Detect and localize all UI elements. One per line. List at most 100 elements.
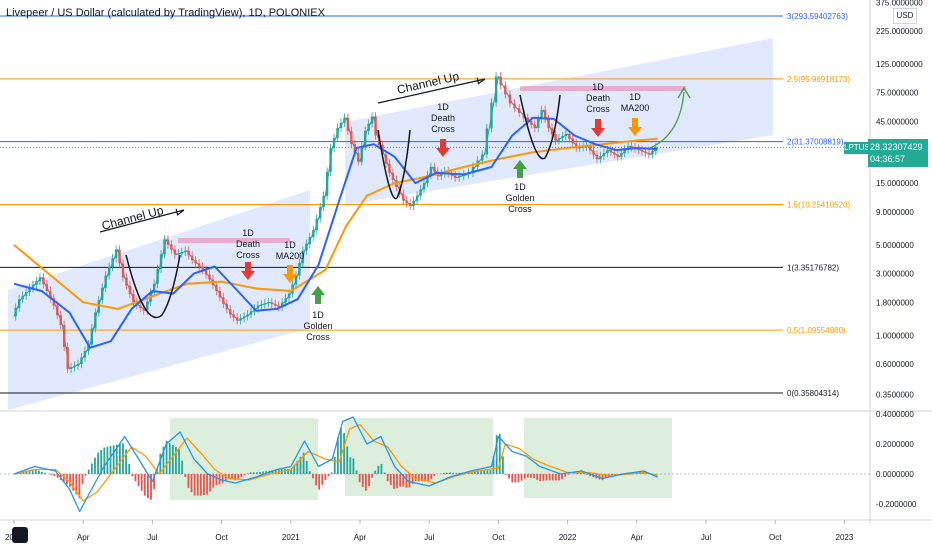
macd-hist-bar xyxy=(362,474,364,487)
candle-body xyxy=(641,150,643,151)
candle-body xyxy=(15,308,17,317)
golden-cross-arrow-1-shaft xyxy=(315,295,321,304)
macd-hist-bar xyxy=(393,474,395,489)
candle-body xyxy=(295,275,297,284)
candle-body xyxy=(260,304,262,305)
golden-cross-arrow-2-shaft xyxy=(517,169,523,178)
x-tick-label: Jul xyxy=(701,533,711,542)
candle-body xyxy=(572,139,574,144)
candle-body xyxy=(504,85,506,94)
candle-body xyxy=(606,150,608,153)
macd-hist-bar xyxy=(359,474,361,482)
macd-hist-bar xyxy=(356,470,358,474)
macd-tick-label: -0.2000000 xyxy=(876,500,917,509)
macd-hist-bar xyxy=(586,474,588,475)
macd-hist-bar xyxy=(349,457,351,474)
bar-countdown: 04:36:57 xyxy=(870,153,926,165)
candle-body xyxy=(226,304,228,309)
last-price-badge: 28.32307429 04:36:57 xyxy=(868,139,928,167)
price-tick-label: 45.0000000 xyxy=(876,117,919,126)
price-tick-label: 0.6000000 xyxy=(876,360,914,369)
macd-hist-bar xyxy=(91,464,93,475)
x-tick-label: Jul xyxy=(147,533,157,542)
macd-hist-bar xyxy=(480,471,482,474)
candle-body xyxy=(490,102,492,128)
macd-hist-bar xyxy=(539,474,541,481)
macd-hist-bar xyxy=(390,474,392,485)
candle-body xyxy=(125,277,127,285)
macd-hist-bar xyxy=(499,434,501,474)
candle-body xyxy=(236,317,238,320)
candle-body xyxy=(371,117,373,124)
candle-body xyxy=(402,194,404,201)
macd-hist-bar xyxy=(97,453,99,474)
candle-body xyxy=(233,314,235,317)
macd-hist-bar xyxy=(567,474,569,475)
macd-tick-label: 0.0000000 xyxy=(876,470,914,479)
candle-body xyxy=(350,131,352,144)
candle-body xyxy=(115,250,117,259)
candle-body xyxy=(229,309,231,314)
candle-body xyxy=(592,150,594,154)
candle-body xyxy=(565,134,567,136)
x-tick-label: Apr xyxy=(354,533,367,542)
golden-cross-arrow-1-head xyxy=(311,286,325,295)
candle-body xyxy=(651,151,653,154)
macd-hist-bar xyxy=(449,472,451,474)
price-tick-label: 0.3500000 xyxy=(876,390,914,399)
macd-hist-bar xyxy=(399,474,401,487)
candle-body xyxy=(63,325,65,347)
candle-body xyxy=(94,313,96,329)
candle-body xyxy=(118,250,120,264)
macd-hist-bar xyxy=(128,464,130,474)
candle-body xyxy=(347,118,349,131)
candle-body xyxy=(530,121,532,124)
tradingview-logo xyxy=(12,527,28,543)
macd-hist-bar xyxy=(85,474,87,476)
candle-body xyxy=(406,201,408,204)
candle-body xyxy=(246,314,248,316)
channel-up-label-1: Channel Up xyxy=(100,203,165,233)
death-cross-arrow-1-shaft xyxy=(245,262,251,271)
macd-hist-bar xyxy=(141,474,143,491)
macd-hist-bar xyxy=(371,474,373,478)
death-cross-arrow-3-shaft xyxy=(595,119,601,128)
candle-body xyxy=(617,155,619,157)
macd-hist-bar xyxy=(477,472,479,474)
price-tick-label: 1.0000000 xyxy=(876,331,914,340)
candle-body xyxy=(194,260,196,263)
candle-body xyxy=(509,94,511,103)
macd-highlight-box-3 xyxy=(524,418,672,498)
currency-button[interactable]: USD xyxy=(893,8,917,24)
macd-hist-bar xyxy=(508,474,510,479)
macd-hist-bar xyxy=(41,472,43,474)
fib-label-1: 2.5(95.96918173) xyxy=(787,75,851,84)
candle-body xyxy=(177,253,179,254)
candle-body xyxy=(534,125,536,128)
macd-hist-bar xyxy=(552,474,554,480)
candle-body xyxy=(139,305,141,308)
x-tick-label: Jul xyxy=(424,533,434,542)
candle-body xyxy=(167,239,169,244)
macd-hist-bar xyxy=(209,474,211,491)
candle-body xyxy=(518,108,520,113)
candle-body xyxy=(70,367,72,369)
candle-body xyxy=(458,176,460,178)
candle-body xyxy=(322,196,324,207)
candle-body xyxy=(39,277,41,281)
resistance-zone-1 xyxy=(178,238,290,243)
macd-hist-bar xyxy=(574,473,576,474)
price-tick-label: 75.0000000 xyxy=(876,89,919,98)
candle-body xyxy=(77,364,79,366)
macd-hist-bar xyxy=(381,464,383,474)
candle-body xyxy=(184,251,186,252)
macd-hist-bar xyxy=(452,473,454,474)
candle-body xyxy=(257,305,259,308)
candle-body xyxy=(163,239,165,254)
x-tick-label: 2021 xyxy=(282,533,300,542)
macd-hist-bar xyxy=(396,474,398,488)
price-tick-label: 5.0000000 xyxy=(876,241,914,250)
macd-hist-bar xyxy=(318,474,320,490)
death-cross-arrow-2-shaft xyxy=(440,139,446,148)
